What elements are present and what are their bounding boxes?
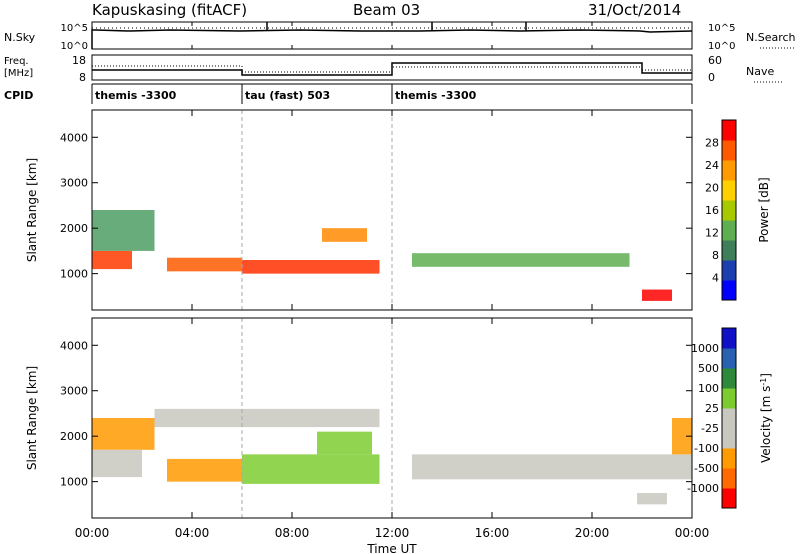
ytick-label: 3000 (60, 385, 88, 398)
freq-label-line2: [MHz] (4, 68, 33, 79)
nsky-panel: N.Sky 10^5 10^0 10^5 10^0 N.Search (4, 21, 796, 52)
nsearch-label: N.Search (746, 31, 796, 44)
xtick-label: 12:00 (375, 526, 410, 540)
data-band (317, 431, 372, 455)
colorbar-tick-label: 1000 (691, 342, 719, 355)
beam-title: Beam 03 (353, 1, 420, 19)
nave-trace (92, 65, 692, 73)
colorbar-tick-label: -25 (701, 422, 719, 435)
nsky-right-tick-bottom: 10^0 (708, 41, 735, 52)
power-ylabel: Slant Range [km] (25, 158, 39, 262)
nave-label: Nave (746, 65, 774, 78)
data-band (322, 228, 367, 242)
data-band (637, 493, 667, 505)
colorbar-swatch (722, 328, 736, 349)
xtick-label: 08:00 (275, 526, 310, 540)
colorbar-swatch (722, 408, 736, 429)
cpid-segment-label: tau (fast) 503 (245, 89, 330, 102)
date-title: 31/Oct/2014 (588, 1, 681, 19)
data-band (242, 454, 380, 484)
colorbar-tick-label: -500 (694, 462, 719, 475)
xtick-label: 20:00 (575, 526, 610, 540)
colorbar-frame (721, 327, 737, 509)
ytick-label: 4000 (60, 131, 88, 144)
colorbar-swatch (722, 348, 736, 369)
colorbar-swatch (722, 368, 736, 389)
time-xlabel: Time UT (366, 542, 417, 554)
colorbar-tick-label: 28 (705, 137, 719, 150)
data-band (412, 454, 692, 480)
colorbar-tick-label: 16 (705, 204, 719, 217)
colorbar-swatch (722, 448, 736, 469)
colorbar-swatch (722, 200, 736, 221)
xtick-label: 00:00 (675, 526, 710, 540)
colorbar-swatch (722, 180, 736, 201)
colorbar-tick-label: 20 (705, 182, 719, 195)
nsky-trace (91, 29, 693, 49)
freq-panel: Freq. [MHz] 18 8 60 0 Nave (4, 54, 784, 84)
data-band (92, 418, 155, 450)
colorbar-tick-label: 25 (705, 402, 719, 415)
colorbar-swatch (722, 260, 736, 281)
velocity-ylabel: Slant Range [km] (25, 366, 39, 470)
colorbar-tick-label: -1000 (687, 482, 719, 495)
colorbar-tick-label: -100 (694, 442, 719, 455)
colorbar-swatch (722, 160, 736, 181)
colorbar-tick-label: 24 (705, 159, 719, 172)
data-band (642, 289, 672, 301)
velocity-colorbar-label: Velocity [m s-1] (759, 373, 773, 463)
colorbar-swatch (722, 388, 736, 409)
nsky-left-tick-bottom: 10^0 (61, 41, 88, 52)
colorbar-tick-label: 500 (698, 362, 719, 375)
data-band (92, 449, 142, 478)
data-band (672, 418, 692, 455)
colorbar-swatch (722, 468, 736, 489)
nave-right-tick-bottom: 0 (708, 71, 715, 84)
colorbar-swatch (722, 488, 736, 509)
colorbar-tick-label: 12 (705, 227, 719, 240)
power-panel: 1000 2000 3000 4000 Slant Range [km] 28 24 20… (25, 109, 771, 311)
station-title: Kapuskasing (fitACF) (92, 1, 247, 19)
cpid-segment-label: themis -3300 (395, 89, 477, 102)
colorbar-swatch (722, 240, 736, 261)
power-colorbar-label: Power [dB] (757, 177, 771, 242)
data-band (154, 408, 380, 428)
nsky-left-tick-top: 10^5 (61, 23, 88, 34)
data-band (412, 253, 630, 267)
colorbar-tick-label: 100 (698, 382, 719, 395)
ytick-label: 3000 (60, 177, 88, 190)
ytick-label: 2000 (60, 430, 88, 443)
freq-left-tick-top: 18 (72, 54, 86, 67)
ytick-label: 1000 (60, 268, 88, 281)
xtick-label: 00:00 (75, 526, 110, 540)
data-band (242, 260, 380, 274)
freq-label-line1: Freq. (4, 56, 29, 67)
colorbar-swatch (722, 220, 736, 241)
nsky-label: N.Sky (4, 31, 36, 44)
cpid-label: CPID (4, 89, 33, 102)
xtick-label: 04:00 (175, 526, 210, 540)
nsky-right-tick-top: 10^5 (708, 23, 735, 34)
colorbar-tick-label: 4 (712, 272, 719, 285)
ytick-label: 1000 (60, 476, 88, 489)
data-band (167, 257, 242, 272)
ytick-label: 4000 (60, 339, 88, 352)
colorbar-swatch (722, 280, 736, 301)
colorbar-frame (721, 119, 737, 301)
freq-left-tick-bottom: 8 (79, 71, 86, 84)
data-band (92, 210, 155, 251)
cpid-segment-label: themis -3300 (95, 89, 177, 102)
colorbar-swatch (722, 120, 736, 141)
cpid-panel: CPID themis -3300 tau (fast) 503 themis -3… (4, 83, 693, 104)
colorbar-swatch (722, 428, 736, 449)
xtick-label: 16:00 (475, 526, 510, 540)
nave-right-tick-top: 60 (708, 54, 722, 67)
data-band (92, 250, 132, 270)
data-band (167, 458, 242, 482)
colorbar-tick-label: 8 (712, 249, 719, 262)
colorbar-swatch (722, 140, 736, 161)
ytick-label: 2000 (60, 222, 88, 235)
